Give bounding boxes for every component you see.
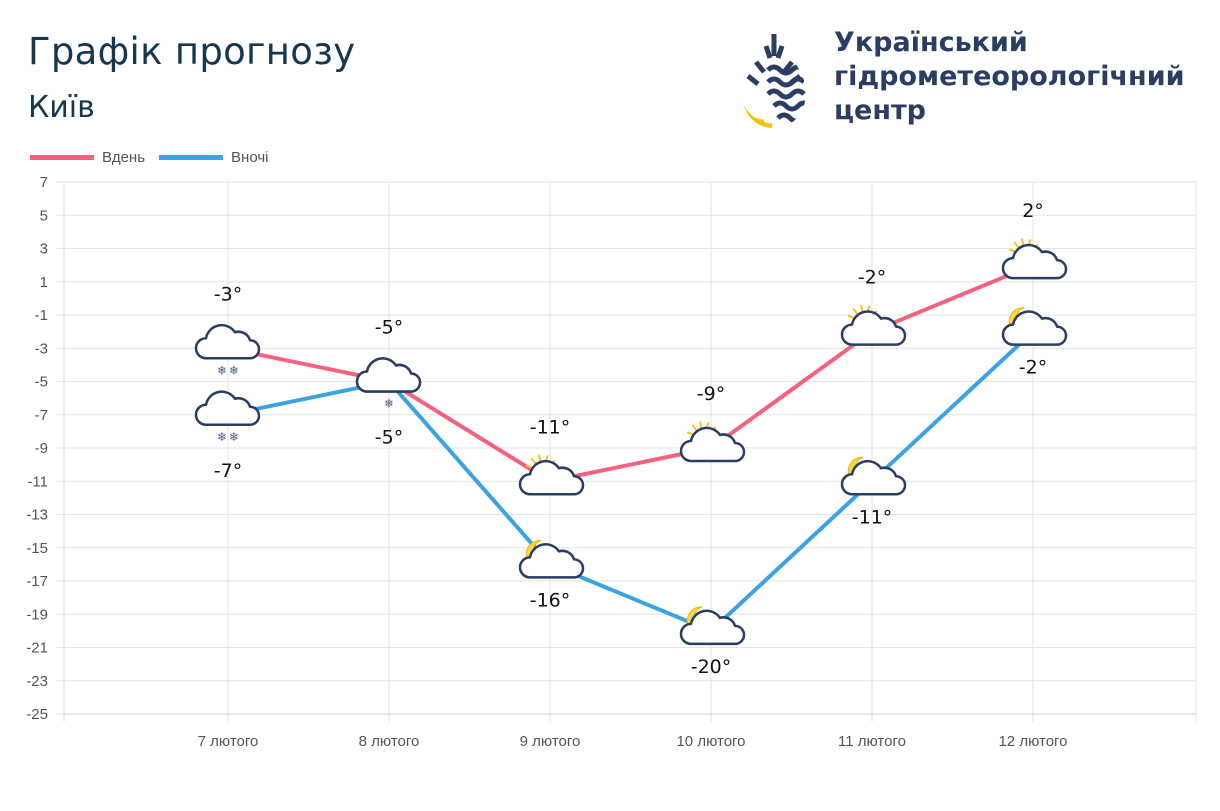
snowflake-icon: ❄: [217, 430, 227, 444]
day-data-label: -11°: [530, 416, 571, 438]
partly-moon-icon: [1001, 307, 1068, 346]
cloud-shape: [1001, 310, 1068, 346]
snowflake-icon: ❄: [229, 430, 239, 444]
y-tick-label: -23: [26, 673, 48, 690]
y-tick-label: 5: [40, 207, 48, 224]
cloud-snow-icon: [355, 357, 422, 393]
y-tick-label: 7: [40, 174, 48, 191]
sun-ray: [699, 421, 703, 429]
ugmc-logo-icon: [742, 28, 806, 128]
organization-line-2: гідрометеорологічний: [834, 61, 1185, 92]
y-tick-label: -15: [26, 540, 48, 557]
organization-line-1: Український: [834, 27, 1028, 58]
cloud-shape: [194, 323, 261, 360]
y-tick-label: -17: [26, 573, 48, 590]
legend-item-night[interactable]: Вночі: [159, 149, 268, 166]
sun-ray: [538, 454, 542, 462]
sun-ray: [691, 424, 697, 431]
legend-swatch-night: [159, 154, 224, 160]
x-tick-label: 9 лютого: [520, 733, 581, 750]
night-data-label: -7°: [214, 460, 242, 482]
organization-name: Український гідрометеорологічний центр: [834, 26, 1185, 128]
y-tick-label: -25: [26, 706, 48, 723]
partly-sunny-icon: [679, 421, 746, 463]
sun-ray: [525, 464, 533, 469]
day-data-label: -5°: [375, 317, 403, 339]
day-data-label: -9°: [697, 383, 725, 405]
cloud-shape: [518, 459, 585, 496]
night-data-label: -20°: [691, 656, 732, 678]
day-data-label: -2°: [858, 267, 886, 289]
sun-ray: [686, 431, 694, 436]
y-tick-label: 3: [40, 241, 48, 258]
night-data-label: -11°: [852, 506, 893, 528]
y-tick-label: 1: [40, 274, 48, 291]
sun-ray: [860, 304, 864, 312]
chart-grid: 7 5 3 1 -1 -3 -5 -7 -9 -11 -13 -15 -17 -19 -21 -23 -25 7 …: [26, 174, 1197, 750]
x-tick-label: 11 лютого: [838, 733, 906, 750]
day-data-label: 2°: [1022, 200, 1044, 222]
snowflake-icon: ❄: [217, 363, 227, 377]
cloud-shape: [679, 609, 746, 646]
legend-swatch-day: [30, 154, 94, 160]
cloud-snow-icon: ❄ ❄: [194, 390, 261, 444]
partly-moon-icon: [679, 606, 746, 646]
day-data-label: -3°: [214, 283, 242, 305]
sun-ray: [1008, 248, 1016, 253]
sun-ray: [852, 308, 858, 315]
cloud-shape: [518, 543, 585, 579]
cloud-shape: [679, 426, 746, 463]
night-data-label: -16°: [530, 589, 571, 611]
city-name: Київ: [28, 90, 95, 125]
partly-sunny-icon: [518, 454, 585, 496]
chart-legend: Вдень Вночі: [30, 146, 282, 168]
partly-sunny-icon: [1001, 238, 1068, 280]
partly-moon-icon: [840, 456, 907, 496]
day-series-line: [227, 263, 1034, 484]
legend-label-night: Вночі: [231, 148, 269, 166]
snowflake-icon: ❄: [229, 363, 239, 377]
x-tick-label: 10 лютого: [676, 733, 745, 750]
y-tick-label: -11: [27, 473, 48, 490]
cloud-shape: [355, 357, 422, 393]
x-tick-label: 12 лютого: [998, 733, 1067, 750]
cloud-shape: [840, 459, 907, 496]
cloud-shape: [840, 310, 907, 346]
night-data-label: -5°: [375, 427, 403, 449]
organization-line-3: центр: [834, 95, 926, 126]
sun-ray: [847, 315, 855, 319]
page-title: Графік прогнозу: [28, 30, 356, 73]
cloud-shape: [194, 390, 261, 426]
partly-sunny-icon: [840, 304, 907, 346]
x-tick-label: 7 лютого: [198, 733, 259, 750]
y-tick-label: -21: [26, 640, 48, 657]
y-tick-label: -5: [35, 374, 48, 391]
legend-item-day[interactable]: Вдень: [30, 149, 145, 166]
y-tick-label: -13: [26, 507, 48, 524]
y-tick-label: -19: [26, 606, 48, 623]
y-tick-label: -9: [35, 440, 48, 457]
sun-ray: [1013, 241, 1019, 248]
legend-label-day: Вдень: [102, 148, 146, 166]
y-tick-label: -3: [35, 340, 48, 357]
cloud-snow-icon: ❄ ❄: [194, 323, 261, 377]
sun-ray: [1021, 238, 1025, 246]
y-tick-label: -1: [35, 307, 48, 324]
cloud-shape: [1001, 243, 1068, 280]
snowflake-icon: ❄: [384, 397, 394, 411]
night-data-label: -2°: [1019, 357, 1047, 379]
x-tick-label: 8 лютого: [359, 733, 420, 750]
partly-moon-icon: [518, 539, 585, 579]
y-tick-label: -7: [35, 407, 48, 424]
sun-ray: [530, 457, 536, 464]
